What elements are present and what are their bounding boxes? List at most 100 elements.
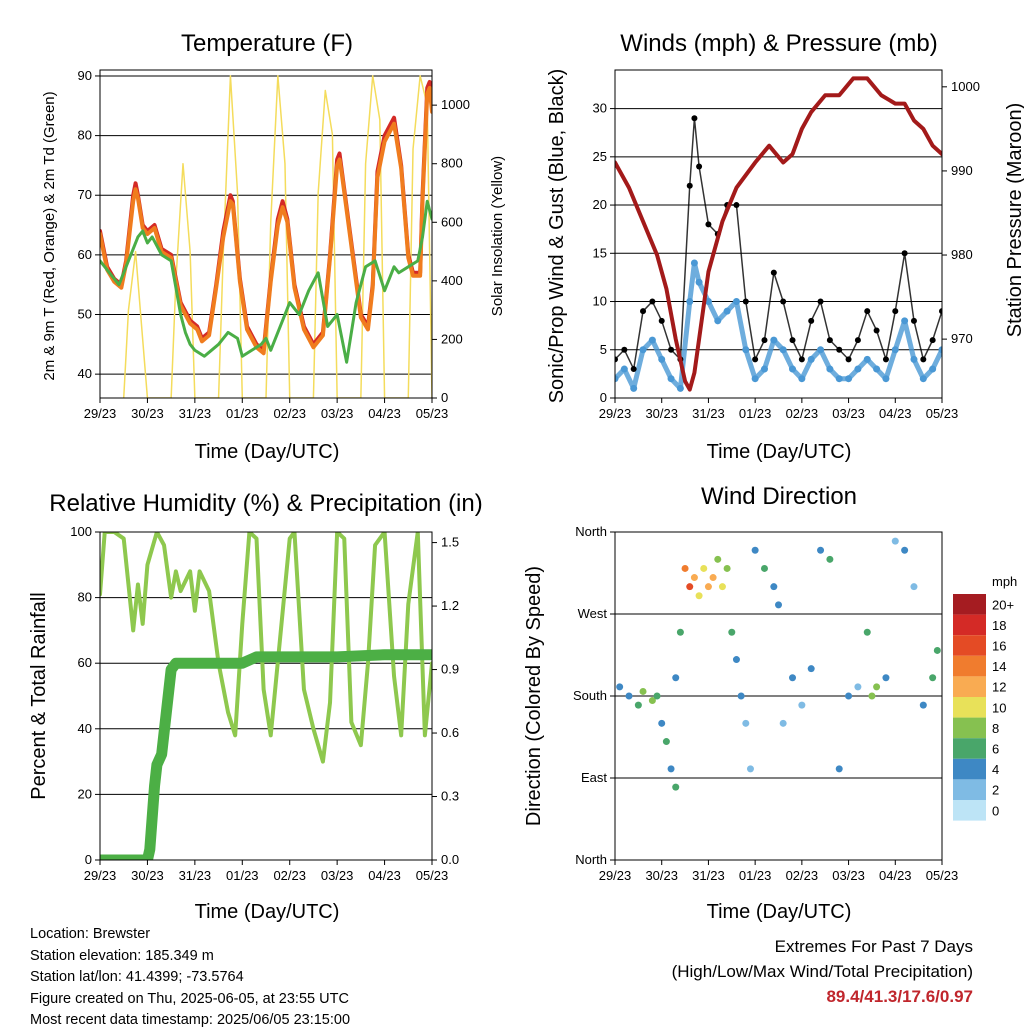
humidity-data [100,532,432,860]
direction-point [779,719,787,727]
direction-point [714,555,722,563]
humidity-xlabel: Time (Day/UTC) [195,901,340,923]
temperature-data [100,75,432,398]
direction-point [789,674,797,682]
colorbar-swatch [953,594,986,615]
direction-frame [614,531,943,861]
direction-point [662,738,670,746]
colorbar-label: 16 [992,639,1006,654]
winds-xtick-label: 29/23 [599,406,632,421]
winds-ylabel2: Station Pressure (Maroon) [1004,103,1024,338]
direction-point [634,701,642,709]
colorbar-label: 0 [992,803,999,818]
direction-point [775,601,782,609]
direction-point [639,687,647,695]
humidity-plot-area: 0 20 40 60 80 100 0.0 0.3 0.6 0.9 1.2 1.5 29/23 30/23… [70,524,459,883]
colorbar-swatch [953,697,986,718]
direction-point [686,583,694,591]
direction-ytick-label: North [575,524,607,539]
winds-series-2-line [615,76,942,392]
figure-created: Figure created on Thu, 2025-06-05, at 23… [30,990,349,1007]
winds-ytick-label: 0 [600,390,607,405]
direction-point [929,674,937,682]
direction-point [737,692,745,700]
winds-wind-line [615,260,942,391]
temperature-series-2-line [100,85,432,356]
humidity-ytick-label: 0 [85,852,92,867]
direction-xtick-label: 01/23 [739,868,772,883]
winds-ytick-label: 5 [600,342,607,357]
direction-point [807,665,815,673]
direction-point [681,564,689,572]
temperature-frame [99,69,433,399]
temperature-y2tick-label: 800 [441,156,463,171]
colorbar-swatch [953,614,986,636]
humidity-ytick-label: 80 [78,590,92,605]
winds-plot-area: 0 5 10 15 20 25 30 970 980 990 1000 29/23 30/23 31/23… [593,69,980,421]
direction-point [704,583,712,591]
humidity-frame [99,531,433,861]
direction-point [676,628,684,636]
direction-point [845,692,853,700]
station-info: Location: Brewster Station elevation: 18… [30,924,350,1032]
temperature-y2tick-label: 0 [441,390,448,405]
winds-xtick-label: 30/23 [645,406,678,421]
winds-xtick-label: 03/23 [832,406,865,421]
temperature-xtick-label: 03/23 [321,406,354,421]
direction-point [672,783,680,791]
winds-xtick-label: 31/23 [692,406,725,421]
temperature-series-3-line [100,199,432,364]
temperature-y2tick-label: 400 [441,273,463,288]
temperature-xtick-label: 04/23 [368,406,401,421]
humidity-series-1-line [100,649,432,860]
colorbar-label: 4 [992,762,999,777]
temperature-series-0-line [122,75,432,398]
station-location: Location: Brewster [30,926,151,942]
winds-gust-line [615,117,942,370]
humidity-xtick-label: 04/23 [368,868,401,883]
colorbar-swatch [953,800,986,821]
temperature-xtick-label: 30/23 [131,406,164,421]
winds-xtick-label: 04/23 [879,406,912,421]
winds-y2tick-label: 970 [951,331,973,346]
direction-point [653,692,661,700]
direction-point [700,564,708,572]
temperature-plot-area: 40 50 60 70 80 90 0 200 400 600 800 1000 29/23 30/23 3… [78,68,470,421]
colorbar-swatch [953,738,986,759]
direction-ylabel: Direction (Colored By Speed) [523,566,545,826]
temperature-xtick-label: 31/23 [179,406,212,421]
station-elevation: Station elevation: 185.349 m [30,947,214,964]
extremes-subheading: (High/Low/Max Wind/Total Precipitation) [671,962,973,981]
winds-y2tick-label: 1000 [951,79,980,94]
direction-xtick-label: 02/23 [786,868,819,883]
temperature-ytick-label: 80 [78,128,92,143]
station-latlon: Station lat/lon: 41.4399; -73.5764 [30,969,244,985]
temperature-ytick-label: 50 [78,307,92,322]
colorbar-label: 2 [992,783,999,798]
direction-point [817,546,825,554]
temperature-ytick-label: 90 [78,68,92,83]
winds-ytick-label: 15 [593,245,607,260]
colorbar-swatch [953,635,986,656]
humidity-xtick-label: 29/23 [84,868,117,883]
direction-xlabel: Time (Day/UTC) [707,901,852,923]
direction-point [616,683,624,691]
temperature-y2tick-label: 200 [441,331,463,346]
winds-ytick-label: 20 [593,197,607,212]
extremes-box: Extremes For Past 7 Days (High/Low/Max W… [672,934,973,1009]
winds-title: Winds (mph) & Pressure (mb) [620,30,937,57]
humidity-ytick-label: 100 [70,524,92,539]
humidity-xtick-label: 03/23 [321,868,354,883]
winds-ytick-label: 30 [593,101,607,116]
humidity-y2tick-label: 0.9 [441,662,459,677]
temperature-y2tick-label: 1000 [441,97,470,112]
temperature-xtick-label: 02/23 [273,406,306,421]
recent-timestamp: Most recent data timestamp: 2025/06/05 2… [30,1012,351,1028]
colorbar-label: 6 [992,742,999,757]
temperature-ytick-label: 60 [78,247,92,262]
temperature-ytick-label: 40 [78,366,92,381]
humidity-ytick-label: 60 [78,655,92,670]
direction-point [919,701,927,709]
humidity-y2tick-label: 0.3 [441,789,459,804]
temperature-title: Temperature (F) [181,30,353,57]
